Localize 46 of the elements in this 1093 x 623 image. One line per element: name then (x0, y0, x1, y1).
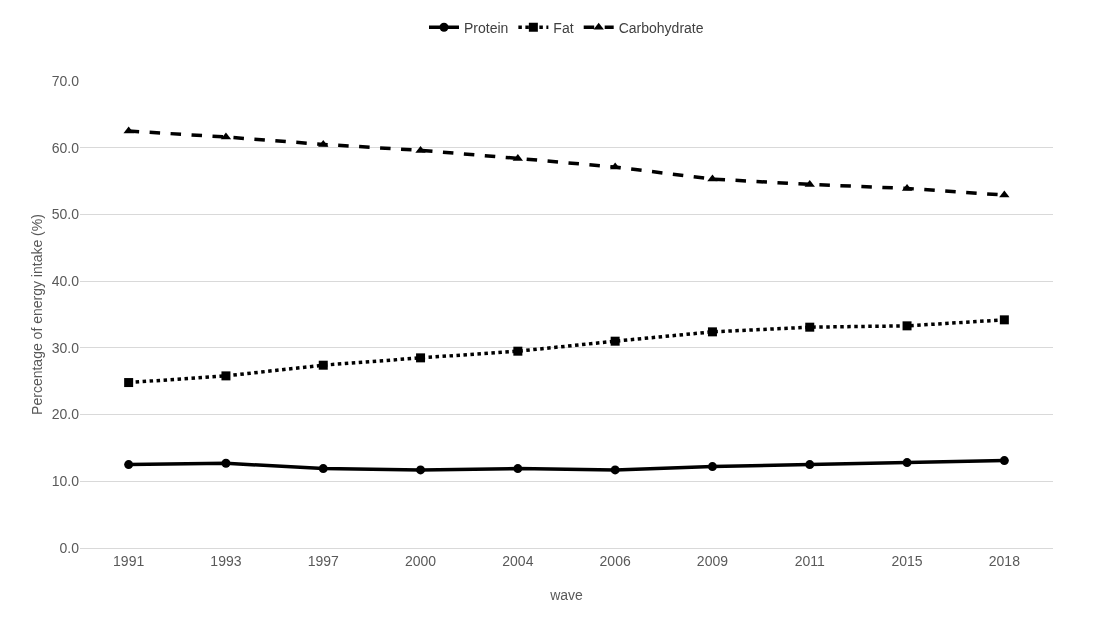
x-tick-label: 1997 (307, 552, 340, 569)
y-tick-label: 50.0 (51, 206, 80, 223)
point (902, 321, 912, 331)
y-tick-label: 40.0 (51, 273, 80, 290)
y-tick-label: 60.0 (51, 139, 80, 156)
y-axis-title: Percentage of energy intake (%) (29, 214, 45, 415)
x-tick-label: 1991 (113, 552, 145, 569)
point (318, 464, 328, 474)
point (707, 462, 717, 472)
point (999, 456, 1009, 466)
x-tick-label: 2000 (404, 552, 437, 569)
x-tick-label: 2006 (599, 552, 631, 569)
point (221, 458, 231, 468)
y-tick-label: 20.0 (51, 406, 80, 423)
point (318, 139, 329, 147)
point (318, 360, 328, 370)
point (707, 327, 717, 337)
point (805, 322, 815, 332)
point (804, 179, 815, 187)
y-tick-label: 10.0 (51, 473, 80, 490)
x-tick-label: 2018 (988, 552, 1021, 569)
legend-label: Protein (464, 19, 509, 36)
x-axis-title: wave (549, 587, 584, 603)
x-tick-label: 2015 (891, 552, 923, 569)
y-tick-label: 70.0 (51, 72, 80, 89)
x-tick-label: 2004 (502, 552, 534, 569)
point (610, 465, 620, 475)
y-tick-label: 30.0 (51, 339, 80, 356)
x-tick-label: 2009 (696, 552, 729, 569)
point (805, 460, 815, 470)
point (902, 458, 912, 468)
y-tick-label: 0.0 (59, 539, 80, 556)
x-tick-label: 2011 (794, 552, 826, 569)
x-tick-label: 1993 (210, 552, 242, 569)
point (416, 465, 426, 475)
point (124, 378, 134, 388)
point (415, 145, 426, 153)
point (610, 336, 620, 346)
point (513, 464, 523, 474)
legend-label: Carbohydrate (618, 19, 704, 36)
point (513, 346, 523, 356)
point (416, 353, 426, 363)
legend-label: Fat (553, 19, 574, 36)
point (221, 371, 231, 381)
point (124, 460, 134, 470)
point (999, 315, 1009, 325)
